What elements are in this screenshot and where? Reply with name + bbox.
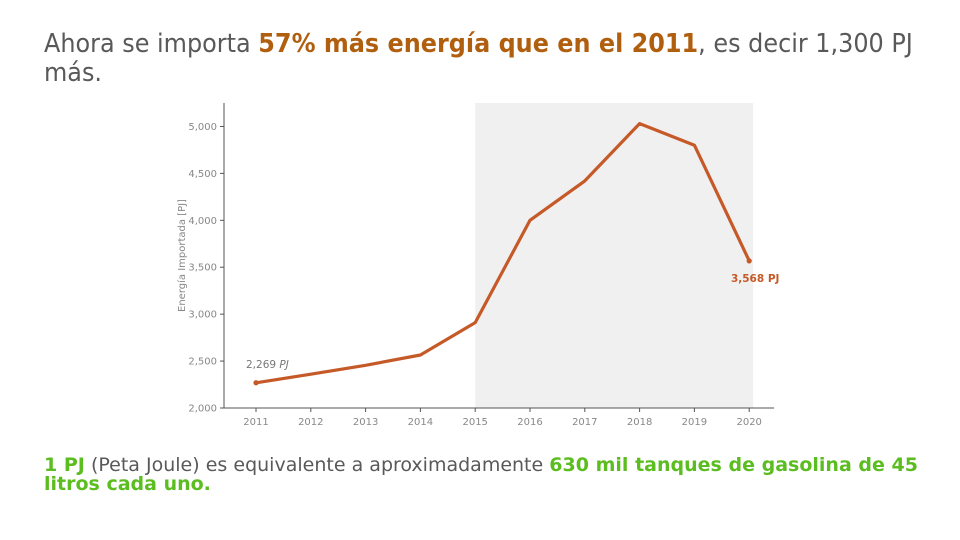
footnote-strong-1: 1 PJ (44, 454, 85, 476)
x-tick-label: 2017 (572, 417, 597, 428)
headline-highlight: 57% más energía que en el 2011 (258, 29, 699, 59)
data-point (253, 380, 259, 386)
y-tick-label: 2,000 (188, 404, 217, 415)
annotations: 2,269 PJ 3,568 PJ (246, 273, 779, 371)
x-tick-label: 2020 (736, 417, 761, 428)
x-tick-label: 2012 (298, 417, 323, 428)
series-line (254, 122, 751, 385)
x-tick-label: 2014 (408, 417, 433, 428)
y-tick-label: 4,500 (188, 169, 217, 180)
y-axis-label: Energía Importada [PJ] (176, 199, 188, 312)
footnote-strong-2: 630 mil tanques de gasolina de 45 litros… (44, 454, 918, 495)
headline-suffix: , es decir 1,300 PJ más. (44, 29, 913, 88)
start-value-unit: PJ (279, 359, 288, 371)
import-energy-chart: 2,000 2,500 3,000 3,500 4,000 4,500 5,000 2011… (176, 103, 779, 428)
x-axis: 2011 2012 2013 2014 2015 2016 2017 2018 2019 2020 (224, 407, 774, 428)
data-points (253, 258, 752, 386)
x-tick-label: 2018 (627, 417, 652, 428)
end-value-label: 3,568 PJ (731, 273, 779, 285)
start-value-label: 2,269 PJ (246, 359, 289, 371)
x-tick-label: 2016 (517, 417, 542, 428)
headline: Ahora se importa 57% más energía que en … (44, 30, 920, 88)
y-tick-label: 3,000 (188, 310, 217, 321)
shaded-period-band (475, 103, 754, 408)
x-tick-label: 2011 (243, 417, 268, 428)
headline-prefix: Ahora se importa (44, 29, 259, 59)
y-tick-label: 4,000 (188, 216, 217, 227)
x-tick-label: 2019 (682, 417, 707, 428)
footnote: 1 PJ (Peta Joule) es equivalente a aprox… (44, 456, 918, 494)
y-tick-label: 2,500 (188, 357, 217, 368)
y-tick-label: 3,500 (188, 263, 217, 274)
y-tick-label: 5,000 (188, 122, 217, 133)
x-tick-label: 2015 (462, 417, 487, 428)
y-axis: 2,000 2,500 3,000 3,500 4,000 4,500 5,000 (188, 103, 225, 415)
data-point (746, 258, 752, 264)
x-tick-label: 2013 (353, 417, 378, 428)
footnote-text-1: (Peta Joule) es equivalente a aproximada… (84, 454, 550, 476)
